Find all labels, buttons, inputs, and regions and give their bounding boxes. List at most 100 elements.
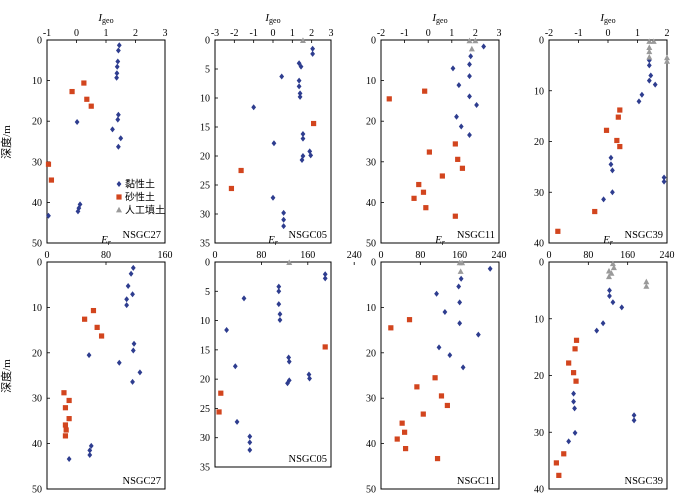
data-point <box>646 44 653 51</box>
data-point <box>311 120 317 127</box>
y-tick-label: 10 <box>200 316 210 327</box>
data-point <box>601 196 606 203</box>
data-point <box>439 173 445 179</box>
data-point <box>114 63 120 70</box>
x-tick-label: -2 <box>377 28 385 39</box>
y-tick-label: 25 <box>200 404 210 415</box>
data-point <box>87 451 93 458</box>
data-point <box>110 126 115 133</box>
data-point <box>281 209 287 216</box>
x-tick-label: 160 <box>620 250 635 261</box>
data-point <box>322 271 328 278</box>
y-tick-label: 20 <box>32 348 42 359</box>
data-point <box>281 216 287 223</box>
y-tick-label: 0 <box>37 36 42 47</box>
data-point <box>62 405 69 411</box>
y-tick-label: 15 <box>200 123 210 134</box>
y-tick-label: 30 <box>534 188 544 199</box>
data-point <box>402 445 409 452</box>
x-tick-label: 80 <box>101 250 111 261</box>
y-tick-label: 10 <box>200 94 210 105</box>
data-point <box>467 93 472 100</box>
panel-label: NSGC39 <box>624 230 663 241</box>
y-tick-label: 5 <box>205 65 210 76</box>
data-point <box>609 260 616 267</box>
data-point <box>458 123 464 130</box>
data-point <box>277 311 283 318</box>
data-point <box>416 181 422 188</box>
data-point <box>232 363 238 370</box>
data-point <box>631 417 637 424</box>
data-point <box>467 132 472 139</box>
data-point <box>286 354 292 361</box>
legend-marker <box>116 181 122 187</box>
data-point <box>556 472 562 478</box>
x-tick-label: 3 <box>497 28 502 39</box>
y-tick-label: 30 <box>200 210 210 221</box>
data-point <box>61 390 67 396</box>
y-tick-label: 40 <box>534 485 544 496</box>
data-point <box>74 119 80 126</box>
data-point <box>46 212 51 219</box>
data-point <box>646 62 652 69</box>
data-point <box>88 103 94 109</box>
x-axis-label: Er <box>267 234 279 247</box>
y-tick-label: 30 <box>32 157 42 168</box>
data-point <box>276 283 282 290</box>
chart-panel-2: -3 -2 -1 0 1 2 3 Igeo 0 5 10 15 20 25 30 35 NSGC05 <box>200 12 334 250</box>
chart-panel-7: 0 80 160 240 Er 0 10 20 30 40 50 NSGC11 <box>366 234 507 496</box>
x-tick-label: 2 <box>133 28 138 39</box>
data-point <box>661 174 667 181</box>
x-axis-label: Er <box>434 234 446 247</box>
data-point <box>646 77 652 84</box>
data-point <box>608 270 615 276</box>
data-point <box>617 107 623 113</box>
x-tick-label: 0 <box>271 28 276 39</box>
data-point <box>247 439 253 446</box>
data-point <box>615 114 621 120</box>
data-point <box>218 390 224 396</box>
data-point <box>452 213 458 219</box>
x-tick-label: 240 <box>660 250 675 261</box>
data-point <box>566 360 572 366</box>
y-tick-label: 5 <box>205 287 210 298</box>
data-point <box>481 43 487 50</box>
data-point <box>115 111 121 118</box>
data-point <box>571 390 576 397</box>
x-tick-label: 80 <box>583 250 593 261</box>
data-point <box>128 270 134 277</box>
panel-label: NSGC27 <box>122 230 161 241</box>
data-point <box>386 96 392 102</box>
data-point <box>447 352 453 359</box>
y-axis-label-top: 深度/m <box>0 125 13 159</box>
data-point <box>426 149 432 155</box>
y-tick-label: 0 <box>539 36 544 47</box>
data-point <box>62 433 69 439</box>
data-point <box>251 104 257 111</box>
data-point <box>457 299 463 306</box>
data-point <box>592 208 598 215</box>
x-tick-label: 160 <box>300 250 315 261</box>
data-point <box>307 375 312 382</box>
y-tick-label: 20 <box>200 152 210 163</box>
y-tick-label: 50 <box>366 239 376 250</box>
panel-label: NSGC27 <box>122 476 161 487</box>
data-point <box>646 48 653 55</box>
x-tick-label: 1 <box>290 28 295 39</box>
data-point <box>115 47 121 54</box>
data-point <box>610 189 615 196</box>
data-point <box>115 143 121 150</box>
data-point <box>458 275 464 282</box>
data-point <box>420 411 426 417</box>
data-point <box>224 326 229 333</box>
x-tick-label: -3 <box>211 28 219 39</box>
data-point <box>664 54 670 61</box>
panel-label: NSGC11 <box>457 230 495 241</box>
data-point <box>322 275 328 282</box>
plot-frame <box>214 261 332 468</box>
data-point <box>610 167 615 174</box>
x-axis-label: Er <box>100 234 112 247</box>
